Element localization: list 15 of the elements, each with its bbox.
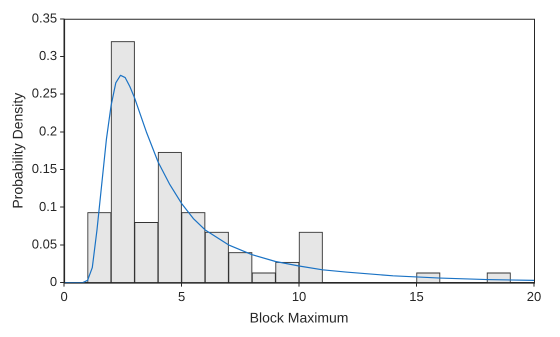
- y-tick-label: 0.15: [32, 161, 58, 176]
- y-tick-label: 0.05: [32, 236, 58, 252]
- x-axis-title: Block Maximum: [250, 309, 348, 326]
- x-tick-label: 10: [292, 288, 306, 304]
- x-tick-label: 0: [60, 288, 68, 304]
- y-tick-label: 0.1: [39, 198, 58, 214]
- y-tick-label: 0.3: [39, 48, 58, 64]
- x-tick-label: 15: [409, 288, 424, 304]
- y-tick-label: 0.35: [32, 10, 58, 26]
- y-tick-label: 0: [50, 274, 58, 290]
- y-tick-label: 0.25: [32, 86, 58, 101]
- x-tick-label: 20: [526, 288, 542, 304]
- y-axis-title: Probability Density: [9, 92, 26, 209]
- y-tick-label: 0.2: [39, 123, 58, 138]
- x-tick-label: 5: [178, 288, 186, 304]
